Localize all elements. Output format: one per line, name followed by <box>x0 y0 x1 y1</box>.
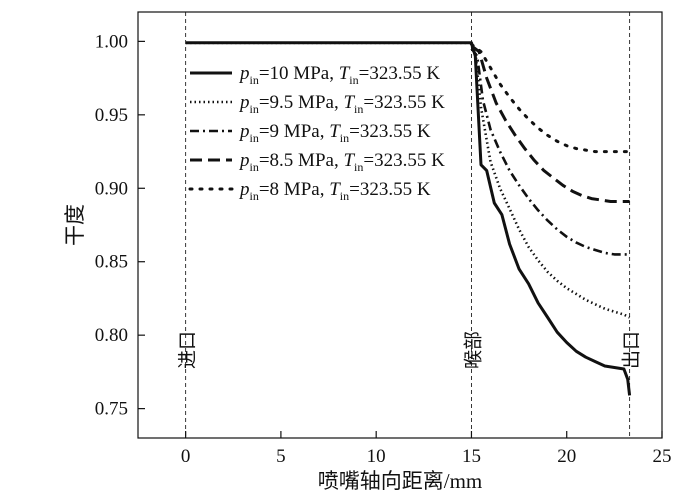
legend-text-part: in <box>250 160 259 174</box>
y-tick-label: 0.85 <box>95 252 128 273</box>
legend-entry-1: pin=10 MPa, Tin=323.55 K <box>238 63 440 87</box>
plot-frame <box>137 11 663 439</box>
y-tick-label: 1.00 <box>95 31 128 52</box>
axis-ticks: 0 5 10 15 20 25 0.75 0.80 0.85 0.90 0.95 1.00 <box>95 31 672 467</box>
x-tick-label: 15 <box>462 446 481 467</box>
legend-text-part: in <box>250 73 259 87</box>
y-tick-label: 0.95 <box>95 105 128 126</box>
legend-text-part: T <box>339 63 351 84</box>
marker-label: 喉部 <box>462 331 484 369</box>
series-line-4 <box>470 44 630 203</box>
legend-text-part: p <box>238 92 250 113</box>
series-line-5 <box>470 42 632 154</box>
legend-text-part: p <box>238 121 250 142</box>
x-tick-label: 10 <box>367 446 386 467</box>
legend-text-part: in <box>250 102 259 116</box>
legend-text-part: in <box>250 131 259 145</box>
series-line-2 <box>185 41 631 319</box>
legend-text-part: T <box>329 179 341 200</box>
legend-entry-4: pin=8.5 MPa, Tin=323.55 K <box>238 150 445 174</box>
x-tick-label: 25 <box>653 446 672 467</box>
legend-text-part: =323.55 K <box>363 92 445 113</box>
legend-text-part: in <box>354 102 363 116</box>
legend-text-part: T <box>329 121 341 142</box>
legend-text-part: T <box>343 150 355 171</box>
legend-text-part: p <box>238 150 250 171</box>
x-tick-label: 5 <box>276 446 286 467</box>
legend-text-part: =10 MPa, <box>259 63 339 84</box>
legend-entry-2: pin=9.5 MPa, Tin=323.55 K <box>238 92 445 116</box>
marker-lines <box>185 12 631 438</box>
y-tick-label: 0.90 <box>95 178 128 199</box>
legend-text-part: =9.5 MPa, <box>259 92 344 113</box>
series-line-3 <box>470 47 630 256</box>
series-layer <box>185 41 632 396</box>
legend-text-part: in <box>340 131 349 145</box>
x-tick-label: 0 <box>181 446 191 467</box>
legend-text-part: in <box>354 160 363 174</box>
y-tick-label: 0.80 <box>95 325 128 346</box>
y-axis-label: 干度 <box>63 204 87 246</box>
legend-text-part: =8.5 MPa, <box>259 150 344 171</box>
series-line-1 <box>185 41 632 396</box>
legend-entry-5: pin=8 MPa, Tin=323.55 K <box>238 179 431 203</box>
x-axis-label: 喷嘴轴向距离/mm <box>318 469 483 493</box>
legend-text-part: in <box>349 73 358 87</box>
legend-text-part: =9 MPa, <box>259 121 329 142</box>
marker-label: 出口 <box>621 331 643 369</box>
legend-text-part: in <box>250 189 259 203</box>
legend-text-part: =8 MPa, <box>259 179 329 200</box>
legend-text-part: p <box>238 63 250 84</box>
legend-text-part: T <box>343 92 355 113</box>
y-tick-label: 0.75 <box>95 399 128 420</box>
legend-text-part: =323.55 K <box>359 63 441 84</box>
marker-label: 进口 <box>177 331 199 369</box>
legend-text-part: =323.55 K <box>363 150 445 171</box>
x-tick-label: 20 <box>557 446 576 467</box>
legend-text-part: in <box>340 189 349 203</box>
legend-text-part: =323.55 K <box>349 121 431 142</box>
legend-entry-3: pin=9 MPa, Tin=323.55 K <box>238 121 431 145</box>
legend-text-part: p <box>238 179 250 200</box>
legend-text-part: =323.55 K <box>349 179 431 200</box>
marker-labels: 进口 喉部 出口 <box>177 331 643 369</box>
